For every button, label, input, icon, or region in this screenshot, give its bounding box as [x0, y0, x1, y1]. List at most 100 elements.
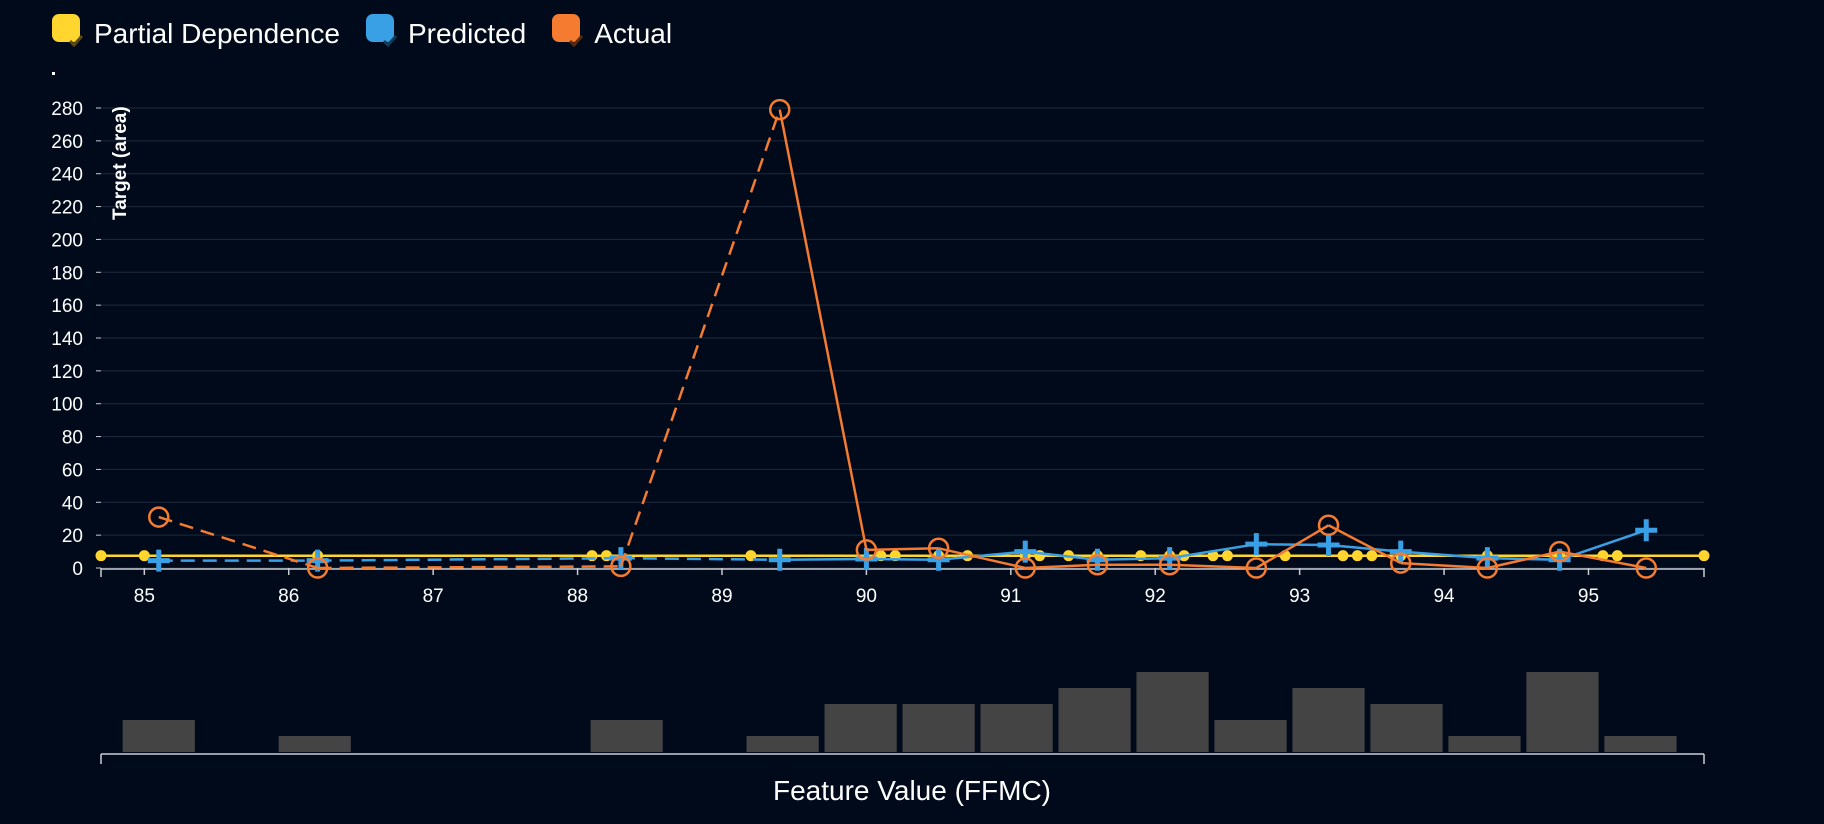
histogram-bar [1136, 672, 1209, 752]
histogram-bar [1604, 736, 1677, 752]
x-tick-label: 94 [1433, 586, 1455, 607]
axes: 0 20 40 60 80 100 120 140 160 180 200 220 240 260 280 8… [51, 99, 1705, 607]
point-partial-dependence [1698, 550, 1710, 562]
point-actual [1158, 553, 1181, 576]
histogram-bar [980, 704, 1053, 752]
series-segment-actual [1255, 524, 1330, 570]
histogram-bar [1526, 672, 1599, 752]
series-segment-actual [619, 109, 781, 567]
series-segment-predicted [1400, 550, 1488, 560]
x-tick-label: 86 [278, 586, 299, 607]
point-actual [1635, 557, 1657, 579]
histogram-bar [122, 720, 195, 752]
histogram-bar [1214, 720, 1287, 752]
legend-label: Predicted [407, 18, 527, 49]
checkmark-icon [382, 35, 397, 47]
series-segment-actual [866, 547, 939, 552]
checkbox-icon[interactable] [52, 14, 83, 47]
histogram-bar [1058, 688, 1131, 752]
histogram-bar [902, 704, 975, 752]
series-segment-predicted [1169, 542, 1257, 560]
point-actual [855, 539, 878, 561]
series-segment-predicted [779, 557, 867, 562]
y-tick-label: 280 [51, 99, 83, 120]
point-actual [1086, 553, 1109, 576]
grid [101, 107, 1704, 569]
x-tick-label: 89 [711, 586, 732, 607]
y-tick-label: 100 [51, 395, 83, 416]
point-actual [1014, 557, 1037, 579]
series-segment-actual [938, 547, 1026, 570]
y-tick-label: 120 [51, 362, 83, 383]
series-segment-predicted [1097, 556, 1170, 562]
y-tick-label: 180 [51, 263, 83, 284]
checkmark-icon [69, 35, 83, 47]
point-partial-dependence [95, 550, 107, 562]
series-segment-predicted [866, 557, 939, 562]
point-partial-dependence [1351, 550, 1363, 562]
point-actual [1548, 540, 1571, 563]
series-segment-predicted [1256, 542, 1329, 547]
histogram-bar [1370, 704, 1443, 752]
point-predicted [1389, 540, 1412, 563]
histogram-bar [746, 736, 819, 752]
series-segment-predicted [620, 556, 780, 562]
x-tick-label: 90 [856, 586, 877, 607]
x-tick-label: 92 [1145, 586, 1166, 607]
point-partial-dependence [1337, 550, 1349, 562]
legend-item-predicted[interactable]: Predicted [365, 14, 527, 50]
point-predicted [1245, 533, 1268, 556]
series-segment-predicted [1328, 543, 1401, 553]
series-segment-actual [1487, 550, 1560, 570]
point-partial-dependence [1207, 550, 1219, 562]
point-predicted [768, 548, 791, 571]
checkmark-icon [569, 35, 584, 47]
series-segment-predicted [938, 550, 1026, 562]
point-partial-dependence [1366, 550, 1378, 562]
point-actual [1245, 557, 1268, 579]
series-segment-actual [1327, 524, 1402, 565]
series-layer [95, 98, 1710, 579]
checkbox-icon[interactable] [552, 14, 584, 47]
histogram-bar [278, 736, 351, 752]
y-tick-label: 200 [51, 230, 83, 251]
legend-item-actual[interactable]: Actual [552, 14, 673, 50]
checkbox-icon[interactable] [365, 14, 397, 47]
point-actual [610, 555, 632, 578]
x-tick-label: 85 [134, 586, 155, 607]
histogram [100, 672, 1705, 764]
point-actual [768, 98, 791, 121]
x-tick-label: 95 [1578, 586, 1599, 607]
y-tick-label: 240 [51, 165, 83, 186]
series-segment-actual [1400, 561, 1488, 570]
series-segment-actual [317, 565, 621, 570]
histogram-bar [1448, 736, 1521, 752]
y-axis-label: Target (area) [110, 106, 131, 220]
legend-item-partial-dependence[interactable]: Partial Dependence [52, 14, 340, 50]
series-segment-actual [1559, 550, 1647, 570]
x-tick-label: 87 [423, 586, 444, 607]
series-segment-actual [158, 515, 319, 570]
point-partial-dependence [138, 550, 150, 562]
x-tick-label: 88 [567, 586, 588, 607]
y-tick-label: 80 [62, 428, 83, 449]
y-tick-label: 140 [51, 329, 83, 350]
series-segment-actual [778, 109, 868, 551]
legend-label: Actual [594, 18, 673, 49]
series-segment-predicted [317, 556, 621, 562]
x-tick-label: 91 [1000, 586, 1021, 607]
series-segment-predicted [1025, 550, 1098, 562]
series-segment-actual [1169, 563, 1257, 570]
point-actual [306, 557, 329, 579]
legend-label: Partial Dependence [94, 18, 340, 49]
point-actual [927, 537, 950, 560]
x-tick-label: 93 [1289, 586, 1310, 607]
y-tick-label: 220 [51, 198, 83, 219]
histogram-bar [1292, 688, 1365, 752]
point-predicted [1317, 534, 1340, 556]
y-tick-label: 160 [51, 296, 83, 317]
point-partial-dependence [1221, 550, 1233, 562]
y-tick-label: 40 [62, 493, 83, 514]
series-segment-actual [1025, 563, 1098, 570]
